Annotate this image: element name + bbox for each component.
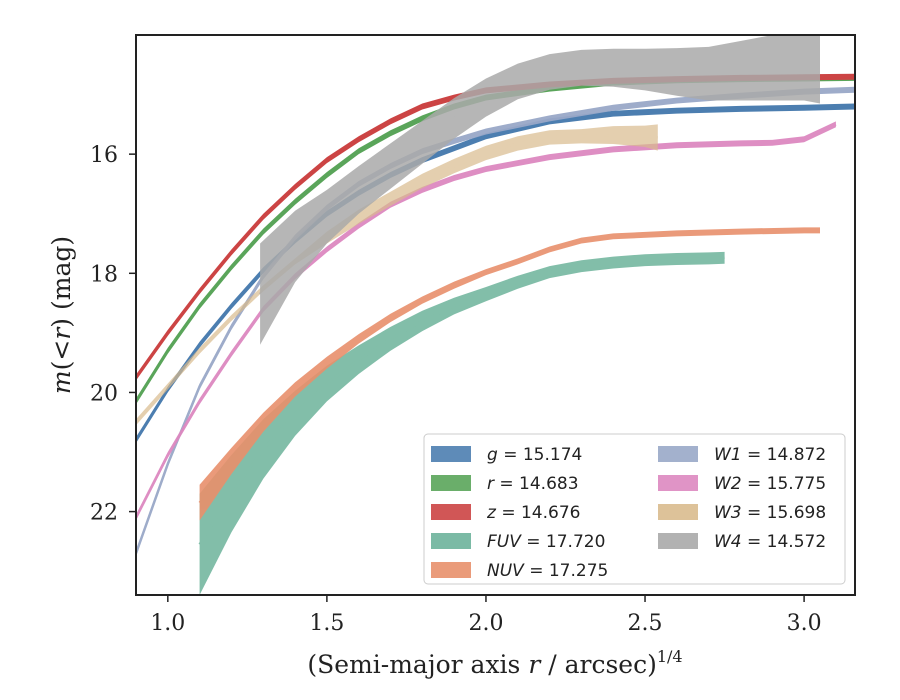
series-w2 — [136, 121, 837, 521]
legend-box — [423, 433, 846, 585]
legend-item-w3: W3 = 15.698 — [658, 503, 826, 523]
x-axis-title: (Semi-major axis r / arcsec)1/4 — [307, 647, 682, 679]
legend-swatch — [431, 562, 471, 578]
legend-swatch — [431, 533, 471, 549]
y-tick-label: 20 — [90, 381, 118, 406]
legend-item-z: z = 14.676 — [431, 503, 580, 523]
legend-label: W1 = 14.872 — [714, 445, 826, 465]
legend-label: r = 14.683 — [487, 474, 579, 494]
legend-item-fuv: FUV = 17.720 — [431, 532, 605, 552]
x-tick-label: 2.5 — [628, 611, 663, 636]
series-layer — [136, 35, 855, 595]
x-tick-label: 1.0 — [150, 611, 185, 636]
legend-item-g: g = 15.174 — [431, 445, 582, 465]
series-line — [259, 63, 820, 295]
series-line — [136, 133, 658, 424]
series-line — [136, 75, 855, 379]
ticks-layer: 1.0 1.5 2.0 2.5 3.0 16 18 20 22 — [90, 143, 822, 636]
legend-swatch — [658, 504, 698, 520]
legend-label: FUV = 17.720 — [487, 532, 605, 552]
y-tick-label: 16 — [90, 143, 118, 168]
series-line — [198, 229, 820, 504]
series-band — [260, 35, 820, 345]
legend-swatch — [658, 533, 698, 549]
legend-item-w1: W1 = 14.872 — [658, 445, 826, 465]
series-w4 — [259, 35, 820, 345]
series-w3 — [136, 124, 658, 426]
legend-swatch — [431, 504, 471, 520]
legend-swatch — [431, 475, 471, 491]
y-tick-label: 18 — [90, 262, 118, 287]
legend-label: W2 = 15.775 — [714, 474, 826, 494]
legend-label: z = 14.676 — [486, 503, 580, 523]
legend-item-w2: W2 = 15.775 — [658, 474, 826, 494]
y-tick-label: 22 — [90, 501, 118, 526]
legend-swatch — [431, 446, 471, 462]
legend-label: W4 = 14.572 — [714, 532, 826, 552]
series-line — [198, 256, 725, 546]
legend: g = 15.174 r = 14.683 z = 14.676 FUV = 17.7… — [423, 433, 846, 585]
legend-item-nuv: NUV = 17.275 — [431, 561, 608, 581]
x-tick-label: 1.5 — [309, 611, 344, 636]
x-tick-label: 2.0 — [468, 611, 503, 636]
legend-item-w4: W4 = 14.572 — [658, 532, 826, 552]
legend-item-r: r = 14.683 — [431, 474, 579, 494]
y-axis-title: m(<r) (mag) — [47, 236, 76, 394]
legend-label: g = 15.174 — [487, 445, 582, 465]
x-tick-label: 3.0 — [787, 611, 822, 636]
series-nuv — [198, 227, 821, 521]
series-band — [199, 251, 725, 595]
legend-label: NUV = 17.275 — [487, 561, 608, 581]
legend-swatch — [658, 475, 698, 491]
legend-label: W3 = 15.698 — [714, 503, 826, 523]
plot-frame — [135, 34, 856, 596]
legend-swatch — [658, 446, 698, 462]
series-fuv — [198, 251, 725, 595]
series-line — [136, 123, 837, 519]
